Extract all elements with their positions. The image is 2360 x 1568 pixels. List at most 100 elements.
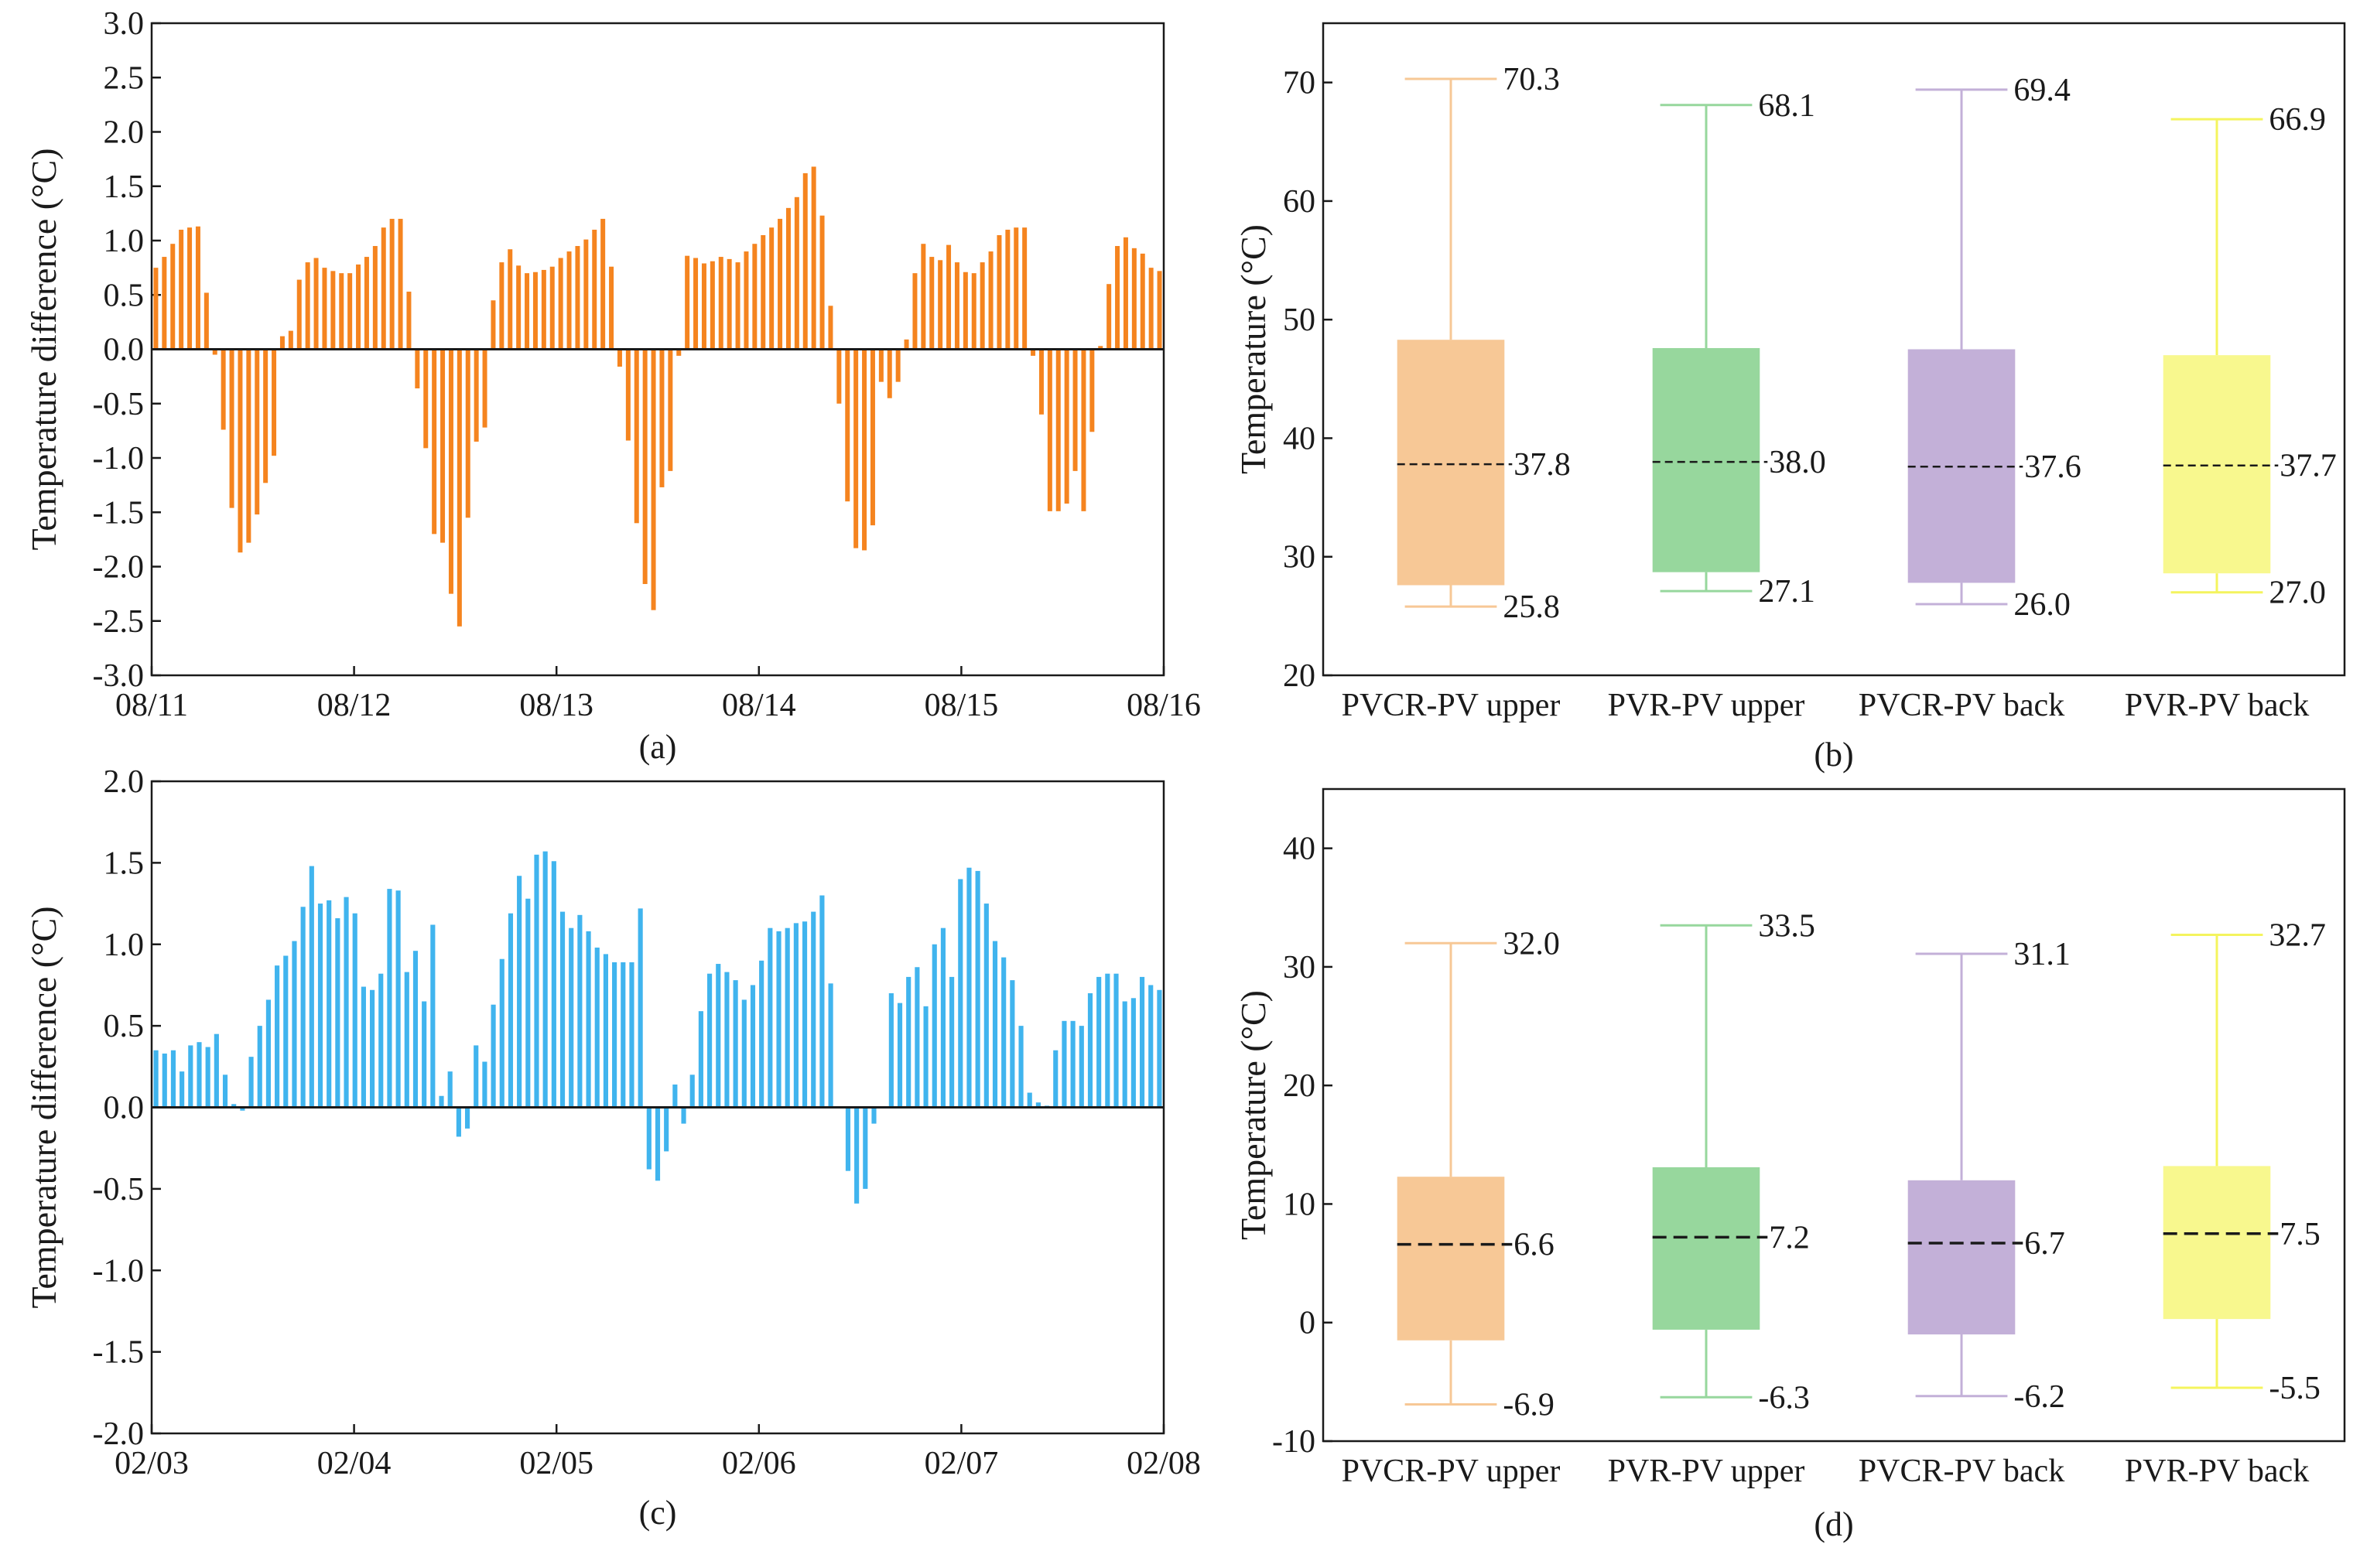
bar <box>761 234 766 350</box>
bar <box>162 1053 167 1108</box>
y-tick-label: 40 <box>1283 421 1315 456</box>
x-tick-label: 08/16 <box>1127 688 1201 723</box>
bar <box>983 904 989 1108</box>
y-tick-label: 2.0 <box>104 764 145 800</box>
bar <box>153 1050 159 1108</box>
bar <box>870 349 875 526</box>
x-tick-label: 08/14 <box>722 688 796 723</box>
bar <box>197 1042 202 1108</box>
max-value-label: 31.1 <box>2013 937 2071 972</box>
bar <box>491 300 496 350</box>
bar <box>609 266 614 350</box>
bar <box>1014 227 1019 350</box>
bar <box>330 271 336 350</box>
bar <box>482 1061 487 1108</box>
bar <box>778 218 783 350</box>
x-tick-label: 02/04 <box>317 1446 392 1481</box>
bar <box>1035 1102 1041 1108</box>
bar <box>162 257 167 350</box>
bar <box>542 851 548 1108</box>
category-label: PVCR-PV back <box>1859 1454 2064 1489</box>
bar <box>541 269 546 350</box>
bar <box>339 273 344 350</box>
bar <box>685 255 690 350</box>
bar <box>423 349 429 449</box>
bar <box>352 913 357 1108</box>
bar <box>904 339 909 350</box>
y-tick-label: 30 <box>1283 540 1315 576</box>
bar <box>724 972 730 1108</box>
bar <box>255 349 260 515</box>
bar <box>718 257 723 350</box>
bar <box>534 854 539 1108</box>
bar <box>549 266 555 350</box>
y-tick-label: 0.0 <box>104 1091 145 1126</box>
y-tick-label: 2.0 <box>104 115 145 151</box>
bar <box>828 306 833 350</box>
x-tick-label: 02/03 <box>115 1446 189 1481</box>
bar <box>707 973 713 1108</box>
bar <box>878 349 884 382</box>
y-tick-label: 1.5 <box>104 845 145 881</box>
y-tick-label: 1.0 <box>104 224 145 259</box>
bar <box>594 947 600 1108</box>
bar <box>456 1107 461 1137</box>
bar <box>1001 957 1007 1108</box>
bar <box>327 900 332 1108</box>
bar <box>474 349 479 442</box>
bar <box>949 976 955 1108</box>
bar <box>305 262 310 350</box>
mean-value-label: 37.7 <box>2280 449 2337 484</box>
bar <box>923 1006 929 1108</box>
bar <box>558 258 563 350</box>
box-3 <box>1907 1180 2016 1335</box>
bar <box>646 1107 652 1170</box>
max-value-label: 33.5 <box>1758 908 1815 944</box>
bar <box>975 870 980 1108</box>
bar <box>1130 998 1136 1108</box>
bar <box>845 349 850 502</box>
bar <box>214 1033 219 1108</box>
bar <box>794 196 799 350</box>
bar <box>769 227 775 350</box>
bar <box>292 941 297 1108</box>
bar <box>1123 237 1128 350</box>
max-value-label: 32.0 <box>1503 926 1560 962</box>
bar <box>583 239 589 350</box>
panel-label: (a) <box>639 728 677 766</box>
bar <box>1139 976 1145 1108</box>
max-value-label: 66.9 <box>2269 102 2326 138</box>
bar <box>802 173 808 350</box>
bar <box>940 927 946 1108</box>
mean-value-label: 38.0 <box>1769 445 1826 480</box>
y-tick-label: 70 <box>1283 66 1315 101</box>
bar <box>1038 349 1044 415</box>
bar <box>246 349 251 543</box>
bar <box>279 336 285 350</box>
y-tick-label: 0.5 <box>104 1009 145 1044</box>
bar <box>283 955 289 1108</box>
category-label: PVR-PV back <box>2125 1454 2309 1489</box>
bar <box>1098 346 1103 350</box>
box-2 <box>1652 347 1760 572</box>
bar <box>992 941 998 1108</box>
bar <box>221 349 226 430</box>
bar <box>344 897 349 1108</box>
bar <box>499 262 504 350</box>
x-tick-label: 08/12 <box>317 688 392 723</box>
bar <box>963 272 968 350</box>
bar <box>412 951 419 1108</box>
bar <box>180 1071 185 1108</box>
bar <box>716 964 721 1108</box>
mean-value-label: 6.7 <box>2024 1226 2065 1262</box>
bar <box>1053 1050 1059 1108</box>
bar <box>1089 349 1095 432</box>
y-tick-label: 50 <box>1283 302 1315 338</box>
bar <box>642 349 648 584</box>
bar <box>559 911 566 1108</box>
bar <box>212 349 217 355</box>
box-1 <box>1397 340 1505 586</box>
panel-label: (d) <box>1814 1505 1853 1543</box>
mean-value-label: 37.8 <box>1513 447 1571 483</box>
bar <box>404 972 409 1108</box>
